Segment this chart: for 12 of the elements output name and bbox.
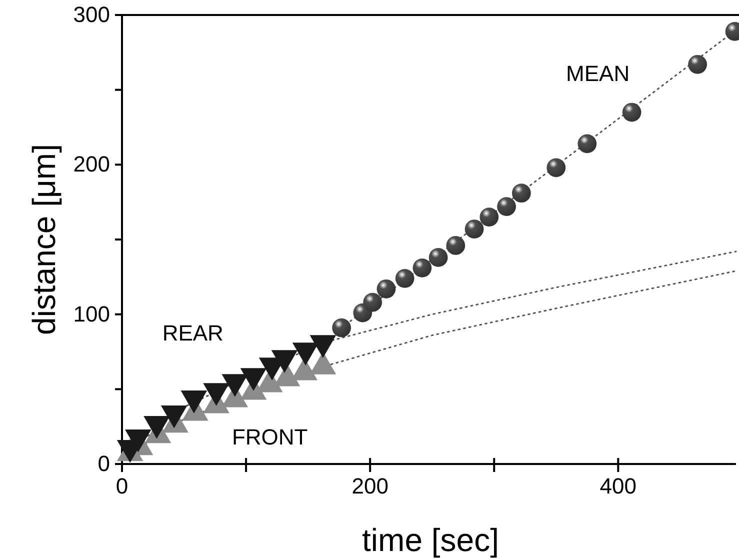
series-label: REAR xyxy=(162,320,224,346)
y-tick-label: 300 xyxy=(73,2,110,28)
y-tick-label: 200 xyxy=(73,152,110,177)
x-tick-label: 400 xyxy=(600,474,637,499)
y-tick-label: 100 xyxy=(73,301,110,326)
series-label: MEAN xyxy=(566,61,630,86)
x-tick-label: 200 xyxy=(352,474,388,499)
y-axis-title: distance [μm] xyxy=(26,144,62,335)
x-tick-label: 0 xyxy=(116,474,128,499)
x-axis-title: time [sec] xyxy=(362,522,499,558)
y-tick-label: 0 xyxy=(98,451,110,476)
series-label: FRONT xyxy=(232,424,308,450)
